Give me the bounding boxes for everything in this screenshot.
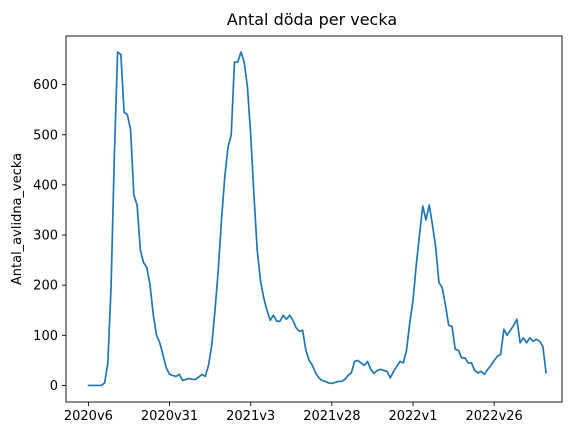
plot-area: 0 100 200 300 400 500 600 2020v6 2020v31 2021v3 20… — [33, 35, 563, 424]
y-axis-label: Antal_avlidna_vecka — [10, 153, 25, 285]
y-tick-label: 100 — [33, 329, 58, 344]
axes-frame — [65, 35, 563, 403]
x-tick-label: 2020v31 — [141, 409, 198, 424]
y-tick-label: 600 — [33, 78, 58, 93]
y-tick-label: 200 — [33, 279, 58, 294]
y-tick-label: 0 — [50, 379, 58, 394]
x-tick-label: 2022v26 — [465, 409, 522, 424]
y-tick-label: 500 — [33, 128, 58, 143]
x-tick-label: 2020v6 — [64, 409, 113, 424]
series-line — [87, 51, 547, 387]
chart-title: Antal döda per vecka — [227, 10, 397, 29]
y-tick-label: 300 — [33, 229, 58, 244]
x-tick-label: 2021v3 — [226, 409, 275, 424]
x-tick-label: 2021v28 — [303, 409, 360, 424]
x-tick-label: 2022v1 — [388, 409, 437, 424]
y-tick-label: 400 — [33, 178, 58, 193]
